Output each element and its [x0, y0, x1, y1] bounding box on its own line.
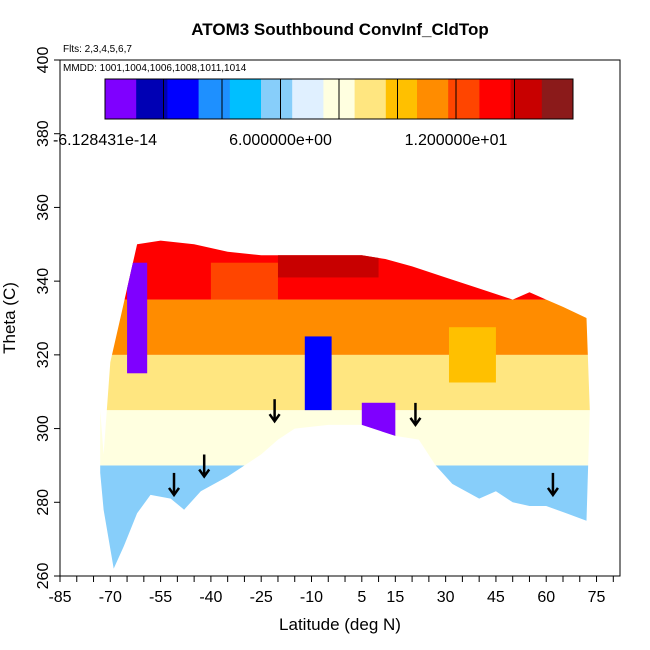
colorbar-swatch — [448, 79, 480, 119]
y-tick-label: 400 — [35, 47, 52, 74]
flights-annotation: Flts: 2,3,4,5,6,7 — [63, 44, 132, 55]
arrow-markers — [167, 399, 559, 498]
x-tick-label: -10 — [300, 589, 323, 606]
colorbar-swatch — [136, 79, 168, 119]
down-arrow — [546, 472, 559, 498]
colorbar-swatch — [541, 79, 574, 119]
x-tick-label: -55 — [149, 589, 172, 606]
value-feature — [448, 327, 496, 383]
x-axis: -85 -70 -55 -40 -25 -10 5 15 30 45 60 75 — [48, 576, 614, 606]
colorbar-swatch — [105, 79, 137, 119]
colorbar-tick-label: 1.200000e+01 — [405, 132, 508, 149]
x-tick-label: -40 — [199, 589, 222, 606]
x-tick-label: -25 — [250, 589, 273, 606]
colorbar-swatch — [354, 79, 387, 119]
x-tick-label: 75 — [588, 589, 606, 606]
colorbar-swatch — [417, 79, 449, 119]
value-feature — [127, 262, 148, 374]
colorbar-swatch — [167, 79, 200, 119]
y-tick-label: 320 — [35, 341, 52, 368]
y-tick-label: 300 — [35, 415, 52, 442]
y-tick-label: 280 — [35, 489, 52, 516]
y-tick-label: 340 — [35, 268, 52, 295]
colorbar-swatch — [229, 79, 262, 119]
colorbar-swatch — [198, 79, 231, 119]
y-tick-label: 380 — [35, 120, 52, 147]
y-axis: 260 280 300 320 340 360 380 400 — [35, 47, 60, 590]
colorbar-swatch — [261, 79, 293, 119]
down-arrow — [409, 402, 422, 428]
x-tick-label: -85 — [48, 589, 71, 606]
down-arrow — [198, 454, 211, 479]
y-axis-label: Theta (C) — [0, 282, 19, 354]
y-tick-label: 360 — [35, 194, 52, 221]
colorbar-swatch — [479, 79, 512, 119]
colorbar-tick-label: -6.128431e-14 — [53, 132, 157, 149]
y-tick-label: 260 — [35, 563, 52, 590]
value-band — [100, 465, 590, 569]
x-tick-label: 60 — [537, 589, 555, 606]
colorbar-tick-label: 6.000000e+00 — [229, 132, 332, 149]
value-band — [100, 354, 590, 411]
value-band — [100, 410, 590, 466]
down-arrow — [268, 399, 281, 424]
x-tick-label: 5 — [357, 589, 366, 606]
x-tick-label: 15 — [386, 589, 404, 606]
value-feature — [277, 247, 379, 278]
colorbar-tick-labels: -6.128431e-14 6.000000e+00 1.200000e+01 — [53, 132, 508, 149]
dates-annotation: MMDD: 1001,1004,1006,1008,1011,1014 — [63, 63, 247, 74]
value-feature — [304, 336, 332, 411]
x-tick-label: -70 — [99, 589, 122, 606]
x-tick-label: 45 — [487, 589, 505, 606]
colorbar-swatch — [510, 79, 543, 119]
heatmap-field — [100, 240, 590, 569]
chart-title: ATOM3 Southbound ConvInf_CldTop — [191, 20, 488, 39]
colorbar-swatch — [292, 79, 324, 119]
value-feature — [361, 402, 396, 440]
down-arrow — [167, 472, 181, 498]
colorbar-frame — [104, 78, 574, 120]
x-axis-label: Latitude (deg N) — [279, 615, 401, 634]
x-tick-label: 30 — [437, 589, 455, 606]
value-band — [100, 299, 590, 355]
plot-frame — [59, 59, 621, 577]
value-feature — [210, 262, 278, 300]
colorbar — [104, 78, 574, 120]
colorbar-swatch — [385, 79, 418, 119]
